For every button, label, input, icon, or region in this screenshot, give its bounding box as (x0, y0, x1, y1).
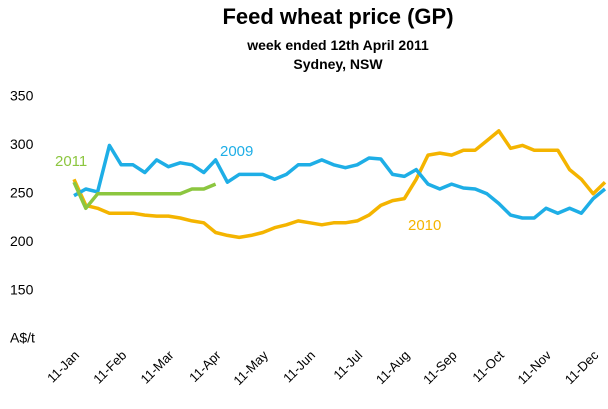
series-line (72, 181, 217, 211)
chart-title: Feed wheat price (GP) (222, 4, 453, 29)
x-tick-label: 11-Jun (280, 348, 318, 386)
x-tick-label: 11-Dec (562, 347, 602, 387)
chart-location: Sydney, NSW (293, 56, 383, 72)
series-label: 2009 (220, 143, 253, 160)
y-tick-label: 300 (10, 136, 34, 152)
y-tick-label: 200 (10, 233, 34, 249)
chart-subtitle: week ended 12th April 2011 (246, 37, 429, 53)
x-tick-label: 11-Oct (469, 347, 507, 385)
x-tick-label: 11-Sep (420, 348, 460, 388)
x-tick-label: 11-Jul (330, 347, 365, 382)
y-tick-label: A$/t (10, 330, 35, 346)
x-tick-label: 11-Jan (44, 348, 82, 386)
series-line (73, 143, 607, 220)
x-tick-label: 11-Mar (137, 347, 177, 387)
series-line (72, 129, 607, 240)
x-tick-label: 11-Apr (186, 347, 224, 385)
y-tick-label: 150 (10, 281, 34, 297)
x-tick-label: 11-Nov (515, 347, 555, 387)
x-tick-label: 11-Aug (373, 348, 413, 388)
y-tick-label: 250 (10, 185, 34, 201)
series-label: 2011 (55, 153, 87, 170)
y-tick-label: 350 (10, 88, 34, 104)
series-label: 2010 (408, 217, 441, 234)
x-tick-label: 11-May (230, 347, 271, 388)
x-tick-label: 11-Feb (90, 348, 129, 387)
plot-area (72, 129, 607, 240)
